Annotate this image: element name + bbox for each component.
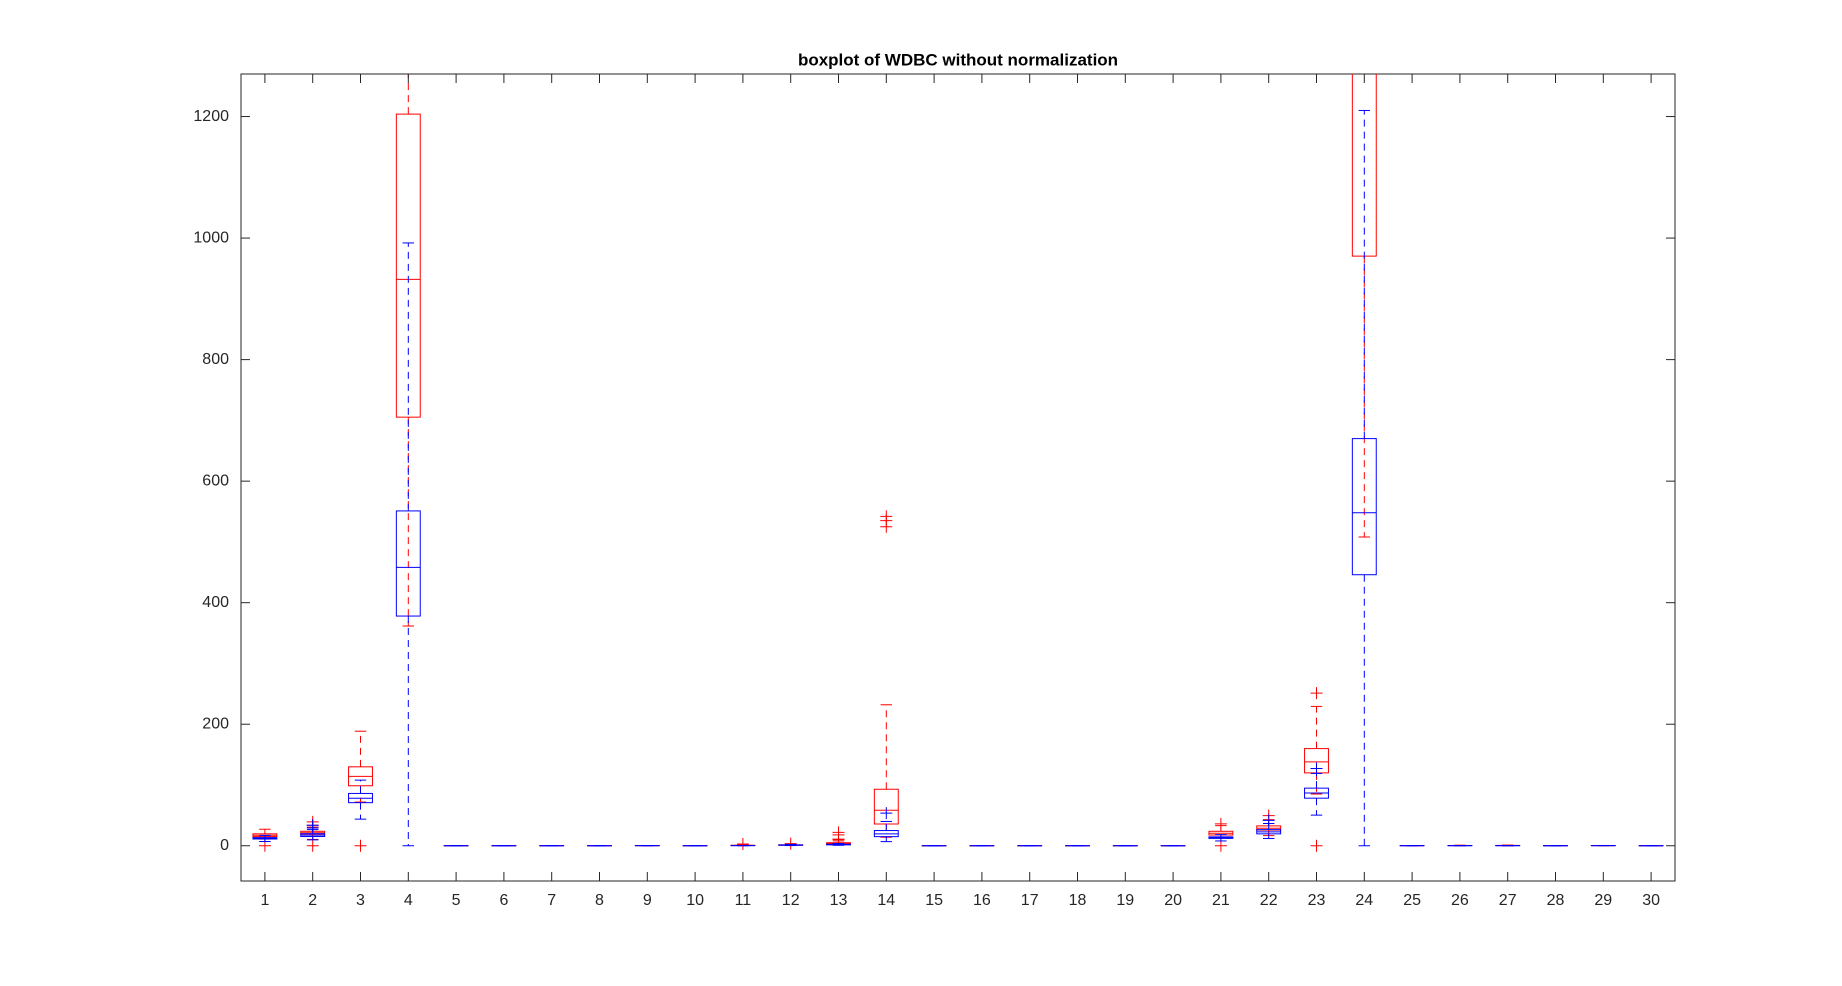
x-tick-label: 17 [1021, 892, 1039, 909]
x-tick-label: 30 [1642, 892, 1660, 909]
y-tick-label: 800 [202, 351, 229, 368]
x-tick-label: 27 [1499, 892, 1517, 909]
y-tick-label: 600 [202, 472, 229, 489]
outlier [1310, 839, 1323, 852]
outlier [880, 807, 893, 820]
y-tick-label: 1000 [193, 229, 229, 246]
x-tick-label: 12 [782, 892, 800, 909]
x-tick-label: 3 [356, 892, 365, 909]
x-tick-label: 22 [1260, 892, 1278, 909]
x-tick-label: 20 [1164, 892, 1182, 909]
outlier [306, 819, 319, 832]
chart-title: boxplot of WDBC without normalization [798, 50, 1118, 69]
x-tick-label: 15 [925, 892, 943, 909]
outlier [832, 826, 845, 839]
y-tick-label: 1200 [193, 108, 229, 125]
x-tick-label: 14 [877, 892, 895, 909]
x-tick-label: 4 [404, 892, 413, 909]
x-tick-label: 8 [595, 892, 604, 909]
outlier [1214, 839, 1227, 852]
x-tick-label: 5 [452, 892, 461, 909]
x-tick-label: 1 [260, 892, 269, 909]
x-tick-label: 6 [499, 892, 508, 909]
box [1351, 438, 1377, 576]
x-tick-label: 7 [547, 892, 556, 909]
x-tick-label: 9 [643, 892, 652, 909]
x-tick-label: 16 [973, 892, 991, 909]
x-tick-label: 2 [308, 892, 317, 909]
x-tick-label: 25 [1403, 892, 1421, 909]
outlier [784, 837, 797, 850]
x-tick-label: 10 [686, 892, 704, 909]
x-tick-label: 18 [1069, 892, 1087, 909]
x-tick-label: 11 [735, 892, 752, 909]
plot-frame [240, 73, 1676, 882]
x-tick-label: 13 [830, 892, 848, 909]
y-tick-label: 0 [220, 837, 229, 854]
plot-area [252, 74, 1664, 852]
y-tick-label: 400 [202, 594, 229, 611]
outlier [1214, 817, 1227, 830]
outlier [1262, 814, 1275, 827]
x-tick-label: 26 [1451, 892, 1469, 909]
outlier [306, 839, 319, 852]
x-tick-label: 29 [1594, 892, 1612, 909]
y-tick-label: 200 [202, 715, 229, 732]
outlier [1310, 762, 1323, 775]
box [395, 113, 421, 418]
x-tick-label: 28 [1547, 892, 1565, 909]
outlier [354, 839, 367, 852]
outlier [1310, 687, 1323, 700]
outlier [880, 510, 893, 523]
x-tick-label: 24 [1355, 892, 1373, 909]
box [395, 510, 421, 617]
x-tick-label: 21 [1212, 892, 1230, 909]
x-tick-label: 23 [1308, 892, 1326, 909]
x-tick-label: 19 [1116, 892, 1134, 909]
outlier [736, 838, 749, 851]
